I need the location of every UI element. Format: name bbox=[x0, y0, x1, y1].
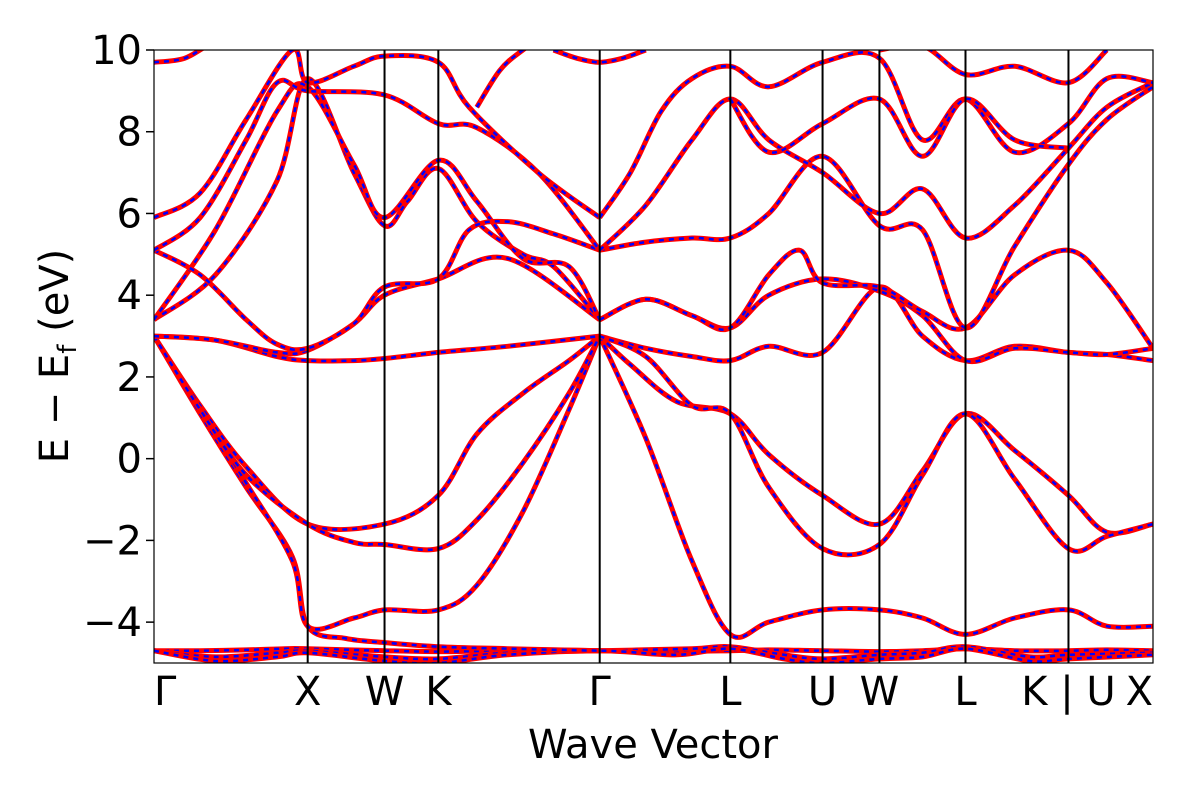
band-26-dashed bbox=[598, 51, 1153, 219]
band-11-dashed bbox=[154, 82, 601, 321]
x-axis-label: Wave Vector bbox=[528, 722, 779, 768]
x-tick-label: X bbox=[294, 669, 321, 715]
band-28-dashed bbox=[879, 50, 1108, 85]
band-5-solid bbox=[154, 334, 603, 632]
band-6-dashed bbox=[154, 335, 601, 531]
band-7-solid bbox=[154, 334, 602, 553]
band-24-dashed bbox=[599, 85, 1153, 330]
band-20-dashed bbox=[598, 335, 1153, 639]
band-11-solid bbox=[154, 81, 602, 322]
y-tick-label: 2 bbox=[117, 355, 142, 401]
band-10-solid bbox=[154, 76, 602, 322]
band-22-dashed bbox=[599, 277, 1153, 363]
band-3-dashed bbox=[154, 647, 1153, 663]
band-18-solid bbox=[599, 284, 1153, 364]
band-16-solid bbox=[474, 50, 528, 109]
x-tick-label: X bbox=[1126, 669, 1153, 715]
y-axis-label-sub: f bbox=[53, 344, 83, 354]
x-tick-label: K | U bbox=[1021, 669, 1115, 715]
y-tick-label: 6 bbox=[117, 191, 142, 237]
x-tick-label: U bbox=[808, 669, 837, 715]
band-12-solid bbox=[154, 218, 601, 353]
band-19-solid bbox=[597, 334, 1153, 536]
x-tick-label: Γ bbox=[589, 669, 612, 715]
band-27-dashed bbox=[729, 96, 1069, 158]
plot-frame bbox=[153, 49, 1154, 664]
band-18-dashed bbox=[599, 285, 1153, 363]
y-axis-label: E − Ef (eV) bbox=[32, 249, 83, 464]
band-7-dashed bbox=[154, 335, 601, 552]
x-tick-label: W bbox=[365, 669, 405, 715]
band-23-solid bbox=[598, 247, 1153, 350]
band-26-solid bbox=[597, 50, 1153, 220]
band-23-dashed bbox=[599, 248, 1153, 350]
band-15-solid bbox=[154, 50, 205, 65]
band-19-dashed bbox=[598, 335, 1153, 535]
band-4-dashed bbox=[154, 335, 600, 652]
y-tick-label: −4 bbox=[83, 600, 142, 646]
y-ticks: −4 −2 0 2 4 6 8 10 bbox=[83, 28, 154, 646]
band-16-dashed bbox=[475, 50, 526, 108]
band-6-solid bbox=[154, 334, 602, 533]
y-tick-label: 4 bbox=[117, 273, 142, 319]
band-5-dashed bbox=[154, 335, 601, 631]
y-tick-label: 8 bbox=[117, 110, 142, 156]
y-tick-label: 10 bbox=[91, 28, 142, 74]
x-tick-label: W bbox=[860, 669, 900, 715]
y-axis-label-main: E − E bbox=[32, 354, 78, 464]
kpoint-lines bbox=[306, 50, 1070, 663]
y-axis-label-unit: (eV) bbox=[32, 249, 78, 345]
band-14-dashed bbox=[154, 50, 601, 219]
x-tick-label: Γ bbox=[154, 669, 177, 715]
x-tick-label: L bbox=[954, 669, 977, 715]
x-tick-label: K bbox=[425, 669, 453, 715]
band-21-dashed bbox=[599, 334, 1153, 556]
band-14-solid bbox=[154, 50, 602, 220]
band-8-dashed bbox=[154, 334, 600, 363]
band-12-dashed bbox=[154, 220, 601, 352]
x-tick-label: L bbox=[719, 669, 742, 715]
band-20-solid bbox=[597, 335, 1153, 640]
band-10-dashed bbox=[154, 77, 601, 321]
y-tick-label: −2 bbox=[83, 518, 142, 564]
y-tick-label: 0 bbox=[117, 437, 142, 483]
band-lines bbox=[154, 50, 1153, 663]
band-21-solid bbox=[598, 333, 1153, 558]
band-15-dashed bbox=[154, 50, 203, 64]
